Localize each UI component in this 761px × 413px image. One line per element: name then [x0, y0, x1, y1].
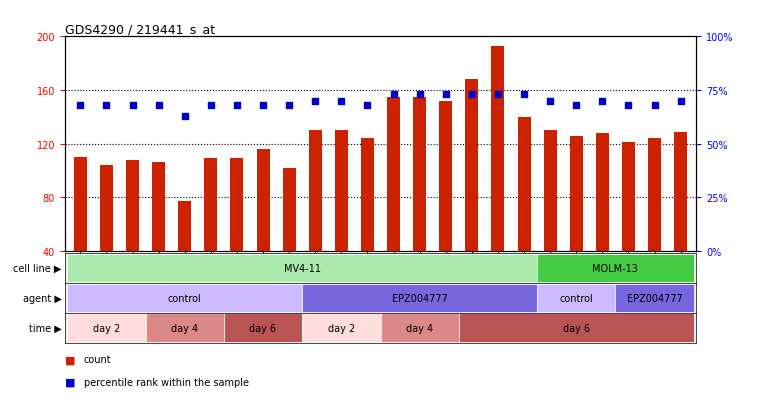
Point — [231, 102, 243, 109]
Text: day 6: day 6 — [562, 323, 590, 333]
Bar — [224, 313, 302, 342]
Text: day 4: day 4 — [406, 323, 433, 333]
Text: GDS4290 / 219441_s_at: GDS4290 / 219441_s_at — [65, 23, 215, 36]
Bar — [74, 158, 87, 252]
Text: EPZ004777: EPZ004777 — [626, 293, 683, 303]
Text: day 2: day 2 — [93, 323, 120, 333]
Bar — [361, 139, 374, 252]
Point — [518, 92, 530, 98]
Bar — [622, 143, 635, 252]
Text: day 6: day 6 — [250, 323, 276, 333]
Text: ■: ■ — [65, 354, 75, 364]
Bar — [67, 284, 302, 313]
Point — [622, 102, 635, 109]
Text: count: count — [84, 354, 111, 364]
Bar — [465, 80, 479, 252]
Point — [257, 102, 269, 109]
Bar — [152, 163, 165, 252]
Bar — [380, 313, 459, 342]
Text: MV4-11: MV4-11 — [284, 263, 320, 273]
Point — [336, 98, 348, 105]
Text: control: control — [168, 293, 202, 303]
Point — [492, 92, 504, 98]
Point — [466, 92, 478, 98]
Point — [152, 102, 164, 109]
Text: EPZ004777: EPZ004777 — [392, 293, 447, 303]
Bar — [492, 47, 505, 252]
Bar — [309, 131, 322, 252]
Bar — [537, 254, 694, 283]
Text: time ▶: time ▶ — [29, 323, 62, 333]
Text: day 4: day 4 — [171, 323, 199, 333]
Bar — [517, 118, 530, 252]
Point — [179, 113, 191, 120]
Point — [674, 98, 686, 105]
Bar — [126, 160, 139, 252]
Point — [387, 92, 400, 98]
Point — [309, 98, 321, 105]
Bar — [145, 313, 224, 342]
Bar — [282, 169, 296, 252]
Point — [648, 102, 661, 109]
Point — [361, 102, 374, 109]
Bar — [204, 159, 218, 252]
Bar — [387, 97, 400, 252]
Point — [205, 102, 217, 109]
Point — [413, 92, 425, 98]
Bar — [439, 102, 452, 252]
Bar — [596, 134, 609, 252]
Bar — [231, 159, 244, 252]
Bar — [616, 284, 694, 313]
Bar — [543, 131, 557, 252]
Bar — [302, 284, 537, 313]
Text: cell line ▶: cell line ▶ — [13, 263, 62, 273]
Bar — [67, 313, 145, 342]
Point — [570, 102, 582, 109]
Bar — [100, 166, 113, 252]
Bar — [537, 284, 616, 313]
Point — [597, 98, 609, 105]
Bar — [459, 313, 694, 342]
Point — [100, 102, 113, 109]
Bar — [335, 131, 348, 252]
Bar — [674, 132, 687, 252]
Text: control: control — [559, 293, 593, 303]
Point — [75, 102, 87, 109]
Point — [544, 98, 556, 105]
Bar — [302, 313, 380, 342]
Bar — [570, 136, 583, 252]
Text: day 2: day 2 — [328, 323, 355, 333]
Bar — [67, 254, 537, 283]
Point — [440, 92, 452, 98]
Bar — [178, 202, 191, 252]
Bar — [648, 139, 661, 252]
Point — [126, 102, 139, 109]
Text: agent ▶: agent ▶ — [23, 293, 62, 303]
Text: MOLM-13: MOLM-13 — [593, 263, 638, 273]
Bar — [256, 150, 269, 252]
Bar — [413, 97, 426, 252]
Text: ■: ■ — [65, 377, 75, 387]
Point — [283, 102, 295, 109]
Text: percentile rank within the sample: percentile rank within the sample — [84, 377, 249, 387]
